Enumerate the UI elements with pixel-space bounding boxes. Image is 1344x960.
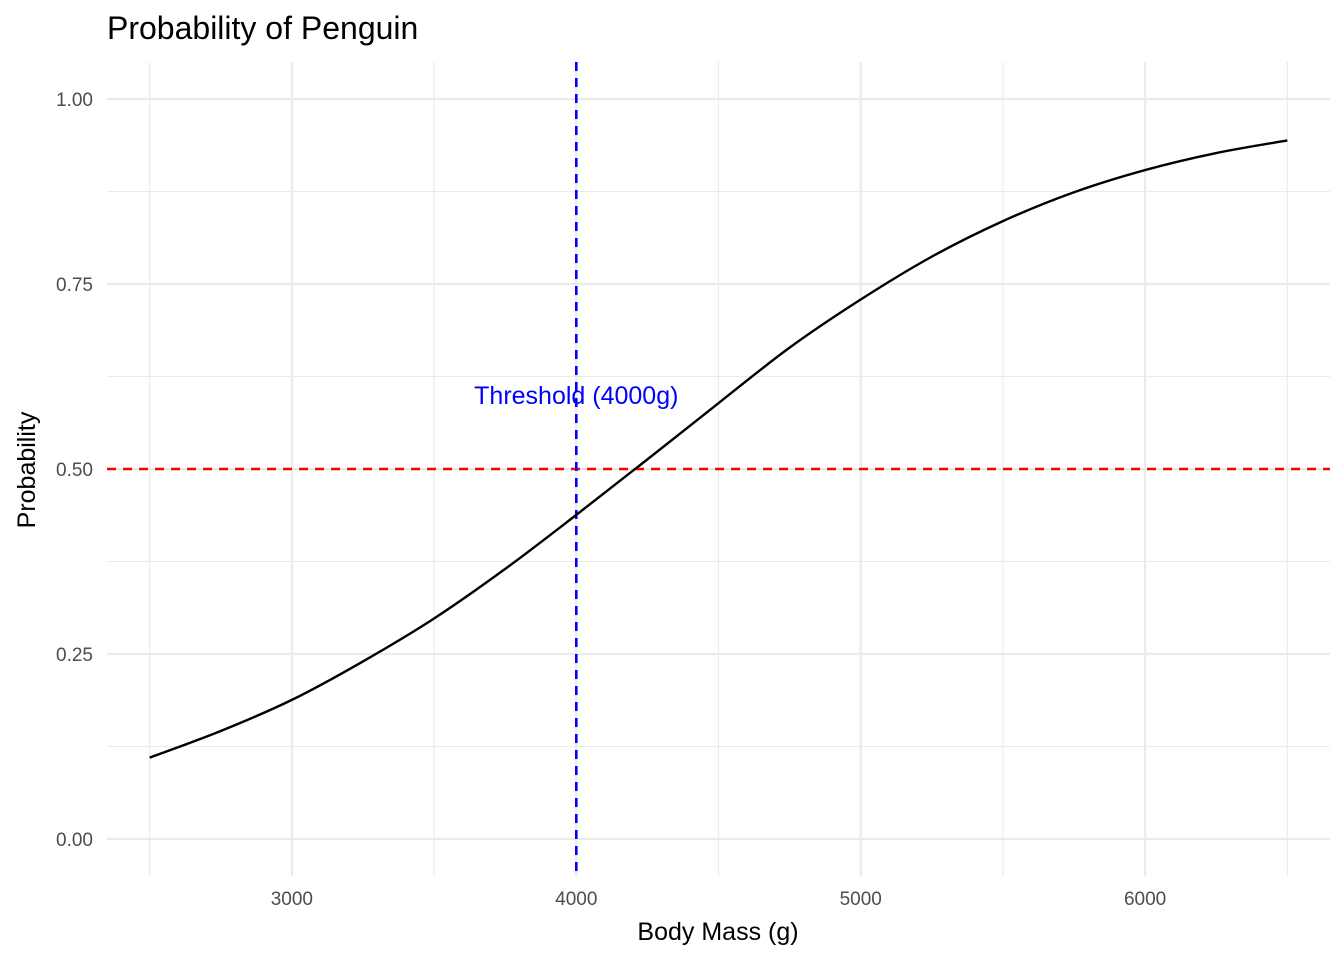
y-tick-labels: 0.00 0.25 0.50 0.75 1.00 [56,90,93,851]
series-layer [149,139,1288,759]
y-axis-title: Probability [13,411,41,528]
reference-lines [107,62,1330,876]
y-tick-label-1: 0.25 [56,645,93,666]
series-line-0 [149,139,1288,759]
x-tick-label-0: 3000 [271,889,313,910]
x-tick-label-2: 5000 [840,889,882,910]
x-tick-labels: 3000 4000 5000 6000 [271,889,1167,910]
y-tick-label-0: 0.00 [56,830,93,851]
annotation-layer: Threshold (4000g) [474,382,678,410]
x-tick-label-3: 6000 [1124,889,1166,910]
chart-title: Probability of Penguin [107,10,418,46]
threshold-annotation: Threshold (4000g) [474,382,678,410]
x-axis-title: Body Mass (g) [637,918,798,946]
x-tick-label-1: 4000 [555,889,597,910]
y-tick-label-3: 0.75 [56,275,93,296]
y-tick-label-2: 0.50 [56,460,93,481]
y-tick-label-4: 1.00 [56,90,93,111]
